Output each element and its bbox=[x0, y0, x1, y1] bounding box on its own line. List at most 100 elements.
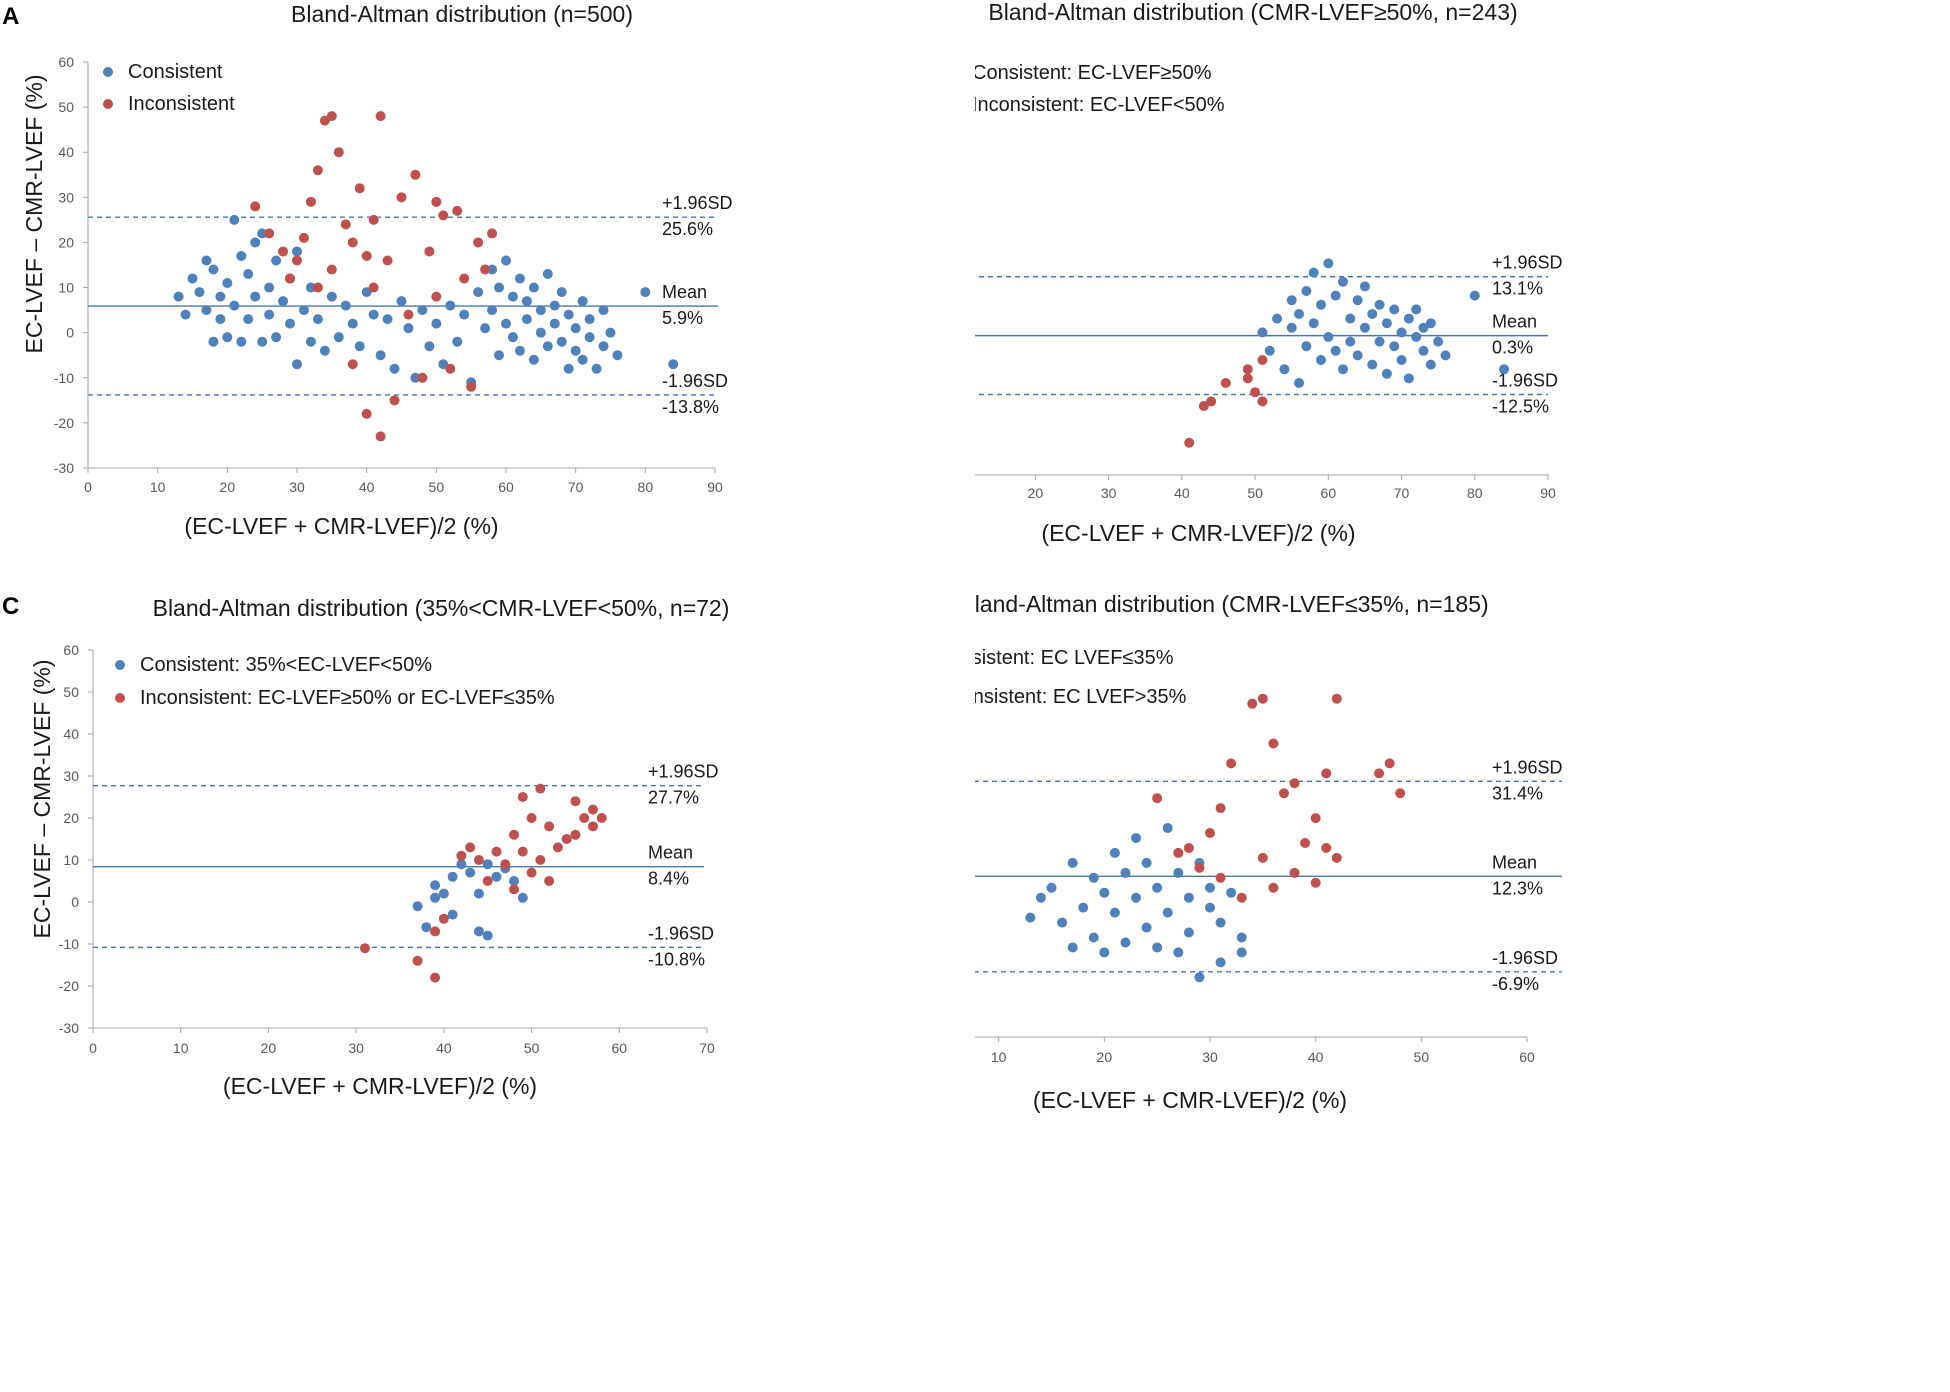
consistent-point bbox=[1109, 847, 1120, 858]
legend-inconsistent-marker bbox=[115, 693, 125, 703]
consistent-point bbox=[1316, 355, 1327, 365]
inconsistent-point bbox=[1226, 758, 1237, 769]
consistent-point bbox=[563, 309, 574, 320]
x-tick-label: 50 bbox=[1247, 485, 1263, 501]
y-tick-label: 10 bbox=[58, 280, 74, 296]
consistent-point bbox=[445, 300, 456, 311]
consistent-point bbox=[542, 341, 553, 352]
lower-line-value: -6.9% bbox=[1492, 974, 1539, 994]
consistent-point bbox=[1301, 341, 1312, 352]
consistent-point bbox=[487, 264, 498, 275]
lower-line-value: -10.8% bbox=[648, 949, 705, 969]
consistent-point bbox=[465, 867, 476, 878]
panel-letter: C bbox=[2, 593, 19, 620]
inconsistent-point bbox=[375, 111, 386, 122]
consistent-point bbox=[229, 300, 240, 311]
consistent-point bbox=[577, 296, 588, 307]
consistent-point bbox=[264, 309, 275, 320]
consistent-point bbox=[1345, 313, 1356, 324]
consistent-point bbox=[1330, 290, 1341, 301]
inconsistent-point bbox=[1205, 828, 1215, 839]
inconsistent-point bbox=[431, 196, 442, 207]
y-tick-label: 40 bbox=[58, 144, 74, 160]
x-tick-label: 30 bbox=[1101, 485, 1117, 501]
y-tick-label: 60 bbox=[58, 54, 74, 70]
consistent-point bbox=[1194, 972, 1205, 983]
inconsistent-point bbox=[1268, 882, 1279, 893]
upper-line-label: +1.96SD bbox=[662, 193, 733, 213]
consistent-point bbox=[173, 291, 184, 302]
consistent-point bbox=[482, 930, 493, 941]
inconsistent-point bbox=[587, 804, 598, 815]
consistent-point bbox=[1286, 295, 1297, 306]
inconsistent-point bbox=[424, 246, 435, 257]
consistent-point bbox=[305, 336, 316, 347]
inconsistent-point bbox=[452, 205, 463, 216]
consistent-point bbox=[1257, 327, 1268, 338]
mean-line-value: 8.4% bbox=[648, 869, 689, 889]
consistent-point bbox=[1396, 327, 1407, 338]
consistent-point bbox=[368, 309, 379, 320]
consistent-point bbox=[1025, 912, 1036, 923]
consistent-point bbox=[517, 892, 528, 903]
inconsistent-point bbox=[1289, 778, 1300, 789]
consistent-point bbox=[473, 888, 484, 899]
consistent-point bbox=[271, 255, 282, 266]
consistent-point bbox=[528, 282, 539, 293]
consistent-point bbox=[1396, 355, 1407, 365]
x-axis-title: (EC-LVEF + CMR-LVEF)/2 (%) bbox=[223, 1073, 537, 1099]
inconsistent-point bbox=[1242, 364, 1253, 375]
consistent-point bbox=[312, 314, 323, 325]
chart-title: Bland-Altman distribution (CMR-LVEF≤35%,… bbox=[975, 591, 1489, 617]
consistent-point bbox=[1323, 332, 1334, 342]
chart-title: Bland-Altman distribution (CMR-LVEF≥50%,… bbox=[988, 0, 1517, 25]
consistent-point bbox=[438, 888, 449, 899]
inconsistent-point bbox=[1236, 892, 1247, 903]
consistent-point bbox=[375, 350, 386, 361]
x-tick-label: 50 bbox=[429, 479, 445, 495]
inconsistent-point bbox=[264, 228, 275, 239]
consistent-point bbox=[250, 237, 261, 248]
inconsistent-point bbox=[1173, 847, 1184, 858]
consistent-point bbox=[507, 332, 518, 343]
inconsistent-point bbox=[459, 273, 470, 284]
inconsistent-point bbox=[535, 783, 546, 794]
legend-consistent-label: Consistent bbox=[128, 61, 223, 83]
consistent-point bbox=[1294, 378, 1305, 388]
inconsistent-point bbox=[552, 842, 563, 853]
consistent-point bbox=[480, 323, 491, 334]
bland-altman-chart-c: C Bland-Altman distribution (35%<CMR-LVEF… bbox=[2, 593, 729, 1099]
mean-line-label: Mean bbox=[648, 843, 693, 863]
consistent-point bbox=[278, 296, 289, 307]
inconsistent-point bbox=[473, 237, 484, 248]
inconsistent-point bbox=[382, 255, 393, 266]
consistent-point bbox=[1425, 318, 1436, 329]
consistent-point bbox=[180, 309, 191, 320]
inconsistent-point bbox=[509, 884, 520, 895]
consistent-point bbox=[1367, 359, 1378, 370]
consistent-point bbox=[215, 291, 226, 302]
consistent-point bbox=[412, 901, 423, 912]
x-tick-label: 20 bbox=[1028, 485, 1044, 501]
x-tick-label: 40 bbox=[436, 1040, 452, 1056]
consistent-point bbox=[201, 255, 212, 266]
inconsistent-point bbox=[1247, 698, 1258, 709]
consistent-point bbox=[250, 291, 261, 302]
consistent-point bbox=[430, 892, 441, 903]
consistent-point bbox=[640, 287, 651, 298]
inconsistent-point bbox=[1250, 387, 1261, 398]
x-tick-label: 10 bbox=[150, 479, 166, 495]
mean-line-label: Mean bbox=[1492, 312, 1537, 332]
lower-line-value: -12.5% bbox=[1492, 397, 1549, 417]
inconsistent-point bbox=[466, 381, 477, 392]
inconsistent-point bbox=[368, 282, 379, 293]
consistent-point bbox=[591, 363, 602, 374]
inconsistent-point bbox=[1257, 693, 1268, 704]
inconsistent-point bbox=[1321, 842, 1332, 853]
inconsistent-point bbox=[544, 821, 555, 832]
consistent-point bbox=[514, 273, 525, 284]
chart-title: Bland-Altman distribution (n=500) bbox=[291, 1, 633, 27]
consistent-point bbox=[1352, 350, 1363, 361]
inconsistent-point bbox=[1257, 355, 1268, 365]
consistent-point bbox=[598, 341, 609, 352]
